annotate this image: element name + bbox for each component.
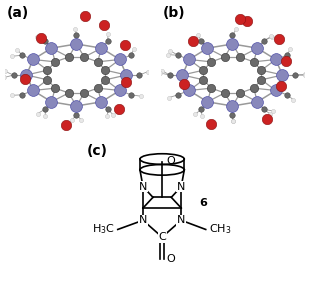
Text: O: O — [167, 156, 175, 166]
Text: N: N — [177, 215, 185, 225]
Text: 6: 6 — [199, 198, 207, 208]
Text: (c): (c) — [87, 144, 108, 158]
Text: C: C — [158, 232, 166, 242]
Text: (b): (b) — [163, 6, 186, 20]
Text: (a): (a) — [7, 6, 29, 20]
Text: N: N — [139, 182, 147, 192]
Text: $\mathregular{CH_3}$: $\mathregular{CH_3}$ — [209, 222, 231, 236]
Text: $\mathregular{H_3C}$: $\mathregular{H_3C}$ — [92, 222, 115, 236]
Text: O: O — [167, 254, 175, 263]
Text: N: N — [177, 182, 185, 192]
Text: N: N — [139, 215, 147, 225]
